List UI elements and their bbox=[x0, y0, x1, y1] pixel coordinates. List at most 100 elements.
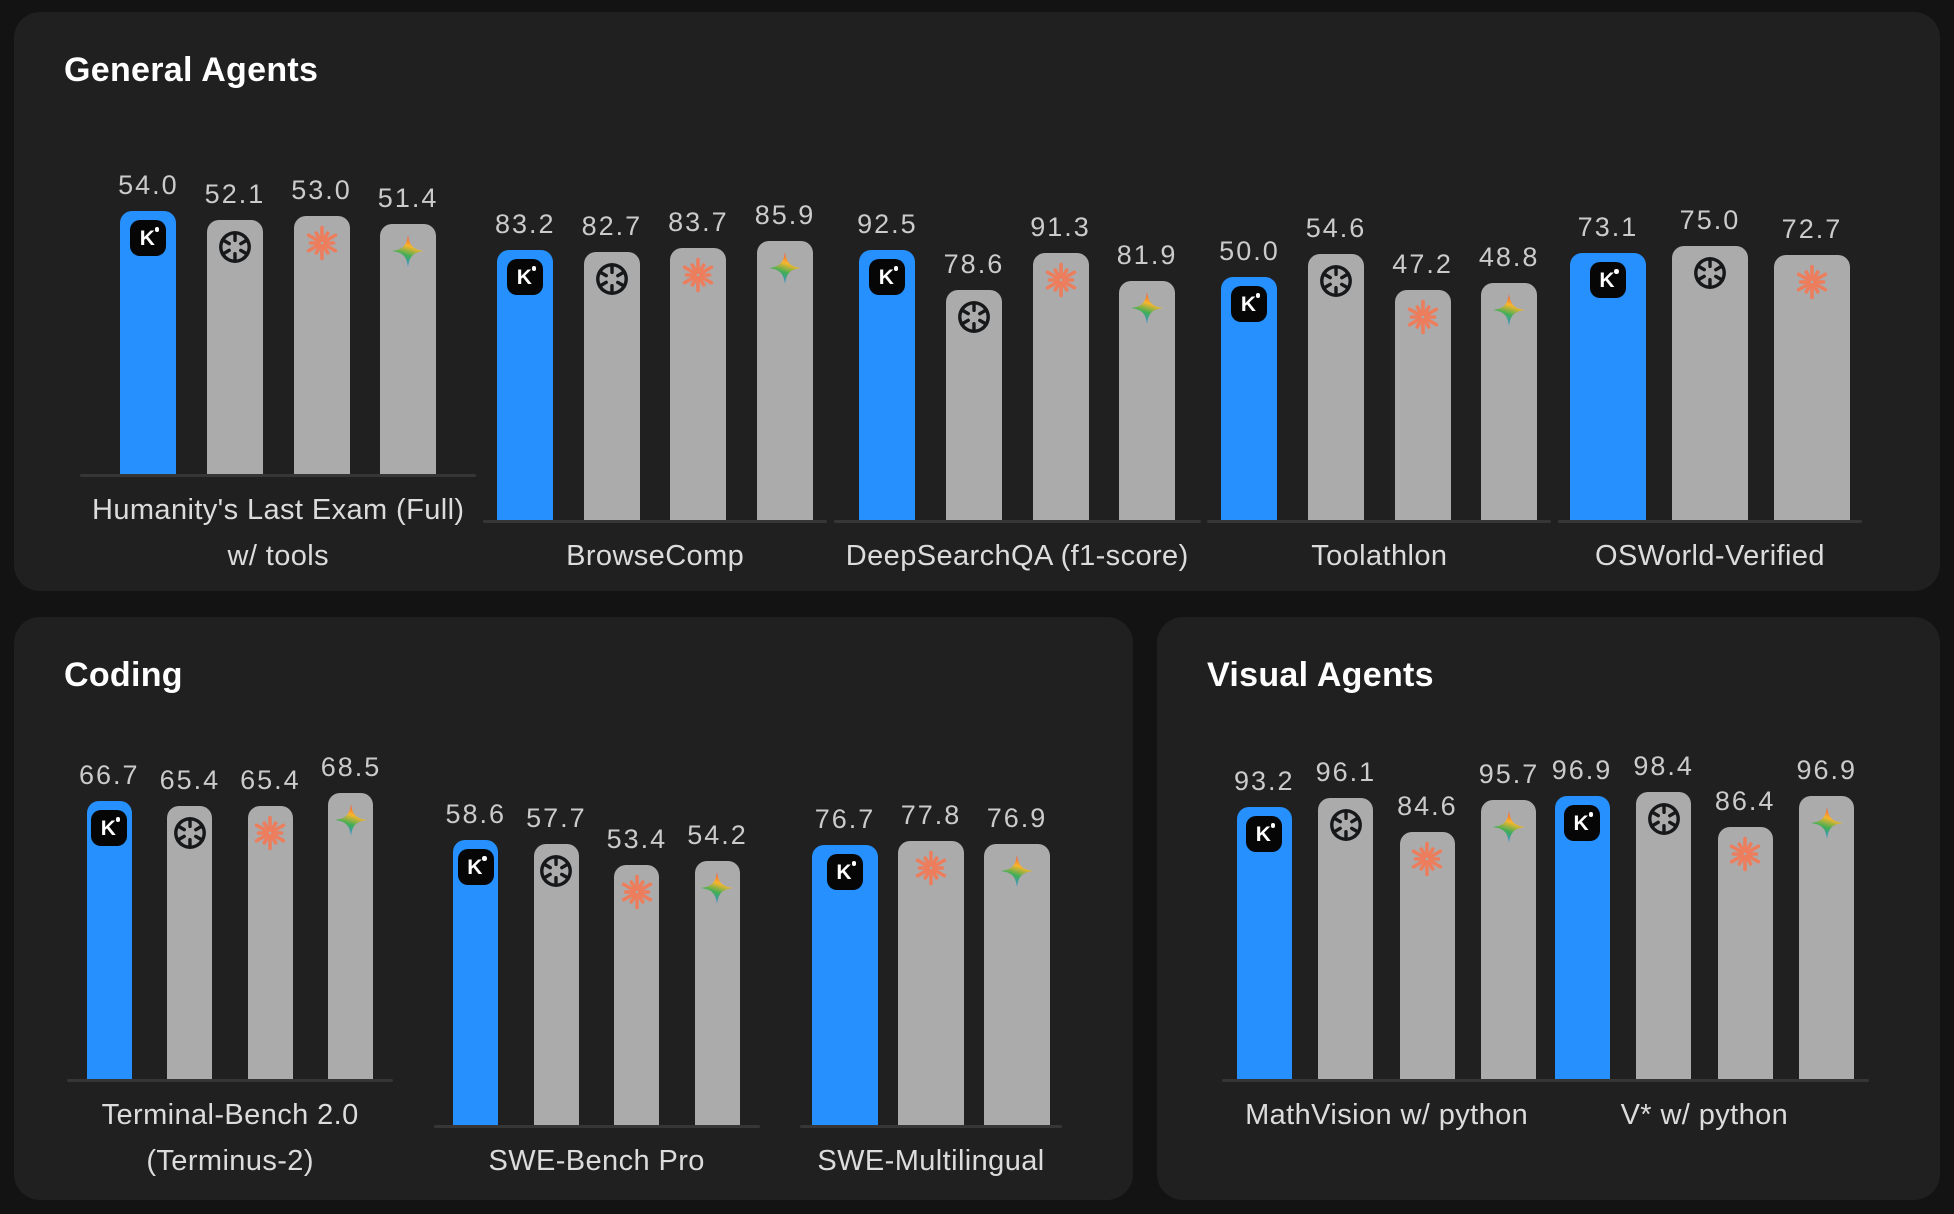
bar-column-openai: 78.6 bbox=[944, 249, 1005, 520]
kimi-apostrophe-dot bbox=[154, 227, 160, 232]
chart-group: 54.0 K 52.1 53.0 51.4 Humanity's Last Exam (F… bbox=[80, 142, 477, 579]
bar-value-label: 77.8 bbox=[900, 800, 962, 830]
openai-logo-icon bbox=[540, 855, 573, 887]
bar-openai bbox=[1308, 254, 1365, 520]
bar-openai bbox=[583, 252, 640, 520]
bars-row: 58.6 K 57.7 53.4 54.2 bbox=[446, 793, 748, 1125]
bar-value-label: 68.5 bbox=[320, 752, 382, 782]
panel-coding: Coding 66.7 K 65.4 65.4 68.5 Terminal-Bench 2.… bbox=[14, 617, 1133, 1200]
bar-kimi: K bbox=[1569, 253, 1646, 520]
panel-title: Coding bbox=[64, 656, 183, 694]
openai-logo-icon bbox=[958, 301, 990, 333]
bar-column-openai: 96.1 bbox=[1316, 757, 1377, 1079]
bar-column-kimi: 92.5 K bbox=[857, 209, 918, 520]
anthropic-starburst-icon bbox=[1045, 262, 1076, 298]
chart-group: 50.0 K 54.6 47.2 48.8 Toolathlon bbox=[1207, 188, 1552, 579]
bars-row: 66.7 K 65.4 65.4 68.5 bbox=[79, 747, 381, 1079]
axis-baseline bbox=[80, 474, 477, 477]
kimi-k-letter: K bbox=[836, 860, 852, 884]
bar-column-kimi: 73.1 K bbox=[1569, 212, 1646, 520]
bar-value-label: 76.9 bbox=[986, 803, 1048, 833]
bar-kimi: K bbox=[1221, 277, 1278, 520]
bar-value-label: 47.2 bbox=[1392, 249, 1453, 279]
benchmark-label: OSWorld-Verified bbox=[1595, 533, 1825, 579]
openai-logo-icon bbox=[174, 817, 206, 849]
bar-anthropic bbox=[1399, 832, 1455, 1079]
bar-value-label: 57.7 bbox=[526, 803, 587, 833]
bar-value-label: 54.0 bbox=[118, 170, 179, 200]
bars-row: 93.2 K 96.1 84.6 95.7 bbox=[1234, 747, 1539, 1079]
kimi-apostrophe-dot bbox=[1588, 812, 1594, 817]
bar-column-gemini: 51.4 bbox=[378, 183, 439, 474]
anthropic-starburst-icon bbox=[1412, 841, 1443, 877]
chart-group: 96.9 K 98.4 86.4 96.9 V* w/ python bbox=[1539, 747, 1869, 1138]
bar-column-openai: 98.4 bbox=[1633, 751, 1694, 1079]
bar-kimi: K bbox=[497, 250, 554, 520]
openai-logo-icon bbox=[1330, 809, 1362, 841]
benchmark-label: V* w/ python bbox=[1621, 1092, 1789, 1138]
bar-anthropic bbox=[614, 865, 660, 1125]
bar-value-label: 73.1 bbox=[1577, 212, 1639, 242]
bar-value-label: 91.3 bbox=[1030, 212, 1091, 242]
bar-openai bbox=[167, 806, 213, 1079]
axis-baseline bbox=[1557, 520, 1862, 523]
bar-kimi: K bbox=[120, 211, 177, 474]
bar-column-anthropic: 91.3 bbox=[1030, 212, 1091, 520]
kimi-k-icon: K bbox=[1246, 816, 1283, 852]
kimi-apostrophe-dot bbox=[893, 266, 899, 271]
bar-column-kimi: 76.7 K bbox=[812, 804, 878, 1125]
benchmark-label: SWE-Bench Pro bbox=[488, 1138, 704, 1184]
kimi-k-letter: K bbox=[1573, 811, 1589, 835]
bar-value-label: 78.6 bbox=[943, 249, 1005, 279]
bar-column-gemini: 85.9 bbox=[755, 200, 816, 520]
openai-logo-icon bbox=[596, 263, 628, 295]
bars-row: 50.0 K 54.6 47.2 48.8 bbox=[1219, 188, 1539, 520]
bar-column-kimi: 93.2 K bbox=[1234, 766, 1295, 1079]
benchmark-label-line: Humanity's Last Exam (Full) bbox=[92, 494, 465, 526]
bar-value-label: 98.4 bbox=[1633, 751, 1694, 781]
bar-value-label: 96.9 bbox=[1796, 755, 1857, 785]
anthropic-starburst-icon bbox=[255, 815, 286, 851]
bar-gemini bbox=[380, 224, 437, 474]
chart-group: 73.1 K 75.0 72.7 OSWorld-Verified bbox=[1557, 188, 1862, 579]
kimi-k-letter: K bbox=[1599, 268, 1615, 292]
bar-column-openai: 75.0 bbox=[1671, 205, 1748, 520]
bar-gemini bbox=[328, 793, 374, 1079]
bar-column-gemini: 96.9 bbox=[1796, 755, 1857, 1079]
gemini-star-icon bbox=[1810, 807, 1843, 839]
axis-baseline bbox=[1207, 520, 1552, 523]
bars-row: 92.5 K 78.6 91.3 81.9 bbox=[857, 188, 1177, 520]
anthropic-starburst-icon bbox=[621, 874, 653, 910]
bar-value-label: 75.0 bbox=[1679, 205, 1741, 235]
bar-anthropic bbox=[1032, 253, 1089, 520]
anthropic-starburst-icon bbox=[1407, 299, 1438, 335]
bar-column-anthropic: 84.6 bbox=[1397, 791, 1458, 1079]
bar-column-kimi: 58.6 K bbox=[446, 799, 507, 1125]
bar-value-label: 66.7 bbox=[79, 760, 140, 790]
kimi-k-letter: K bbox=[467, 855, 483, 879]
anthropic-starburst-icon bbox=[1729, 836, 1761, 872]
bar-value-label: 76.7 bbox=[814, 804, 876, 834]
bar-column-gemini: 68.5 bbox=[321, 752, 382, 1079]
bar-column-gemini: 95.7 bbox=[1479, 759, 1540, 1079]
bar-value-label: 96.9 bbox=[1551, 755, 1613, 785]
bar-gemini bbox=[1481, 800, 1537, 1079]
bar-openai bbox=[945, 290, 1002, 520]
bar-column-kimi: 54.0 K bbox=[118, 170, 179, 474]
bar-value-label: 81.9 bbox=[1116, 240, 1178, 270]
axis-baseline bbox=[433, 1125, 760, 1128]
bar-column-anthropic: 53.4 bbox=[607, 824, 668, 1125]
bar-column-openai: 54.6 bbox=[1306, 213, 1367, 520]
bar-column-gemini: 76.9 bbox=[984, 803, 1050, 1125]
chart-groups-row: 54.0 K 52.1 53.0 51.4 Humanity's Last Exam (F… bbox=[64, 142, 1890, 579]
benchmark-label-line: DeepSearchQA (f1-score) bbox=[845, 540, 1189, 572]
bar-openai bbox=[206, 220, 263, 474]
bar-kimi: K bbox=[453, 840, 499, 1125]
benchmark-label-line: MathVision w/ python bbox=[1245, 1099, 1529, 1131]
bars-row: 83.2 K 82.7 83.7 85.9 bbox=[495, 188, 815, 520]
gemini-star-icon bbox=[768, 252, 801, 284]
bar-column-anthropic: 53.0 bbox=[291, 175, 352, 474]
anthropic-starburst-icon bbox=[683, 257, 714, 293]
bar-gemini bbox=[694, 861, 740, 1125]
bar-value-label: 65.4 bbox=[240, 765, 301, 795]
